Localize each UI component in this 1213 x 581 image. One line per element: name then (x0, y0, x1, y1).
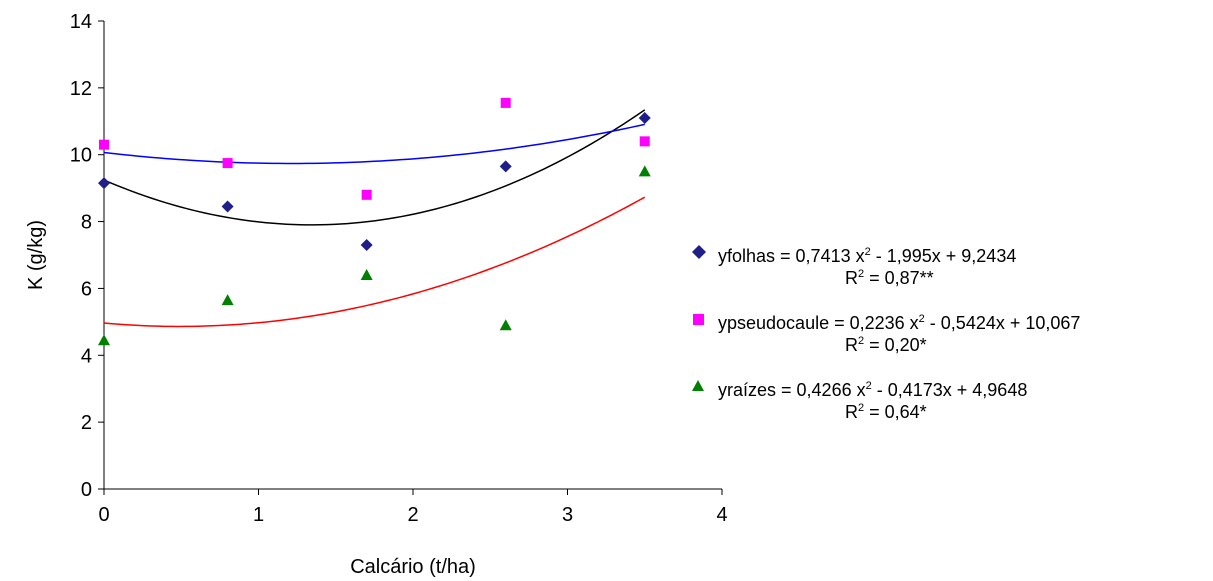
point-raizes (360, 269, 373, 281)
legend-entry-folhas: yfolhas = 0,7413 x2 - 1,995x + 9,2434 R2… (690, 244, 1210, 289)
legend-r2-folhas: R2 = 0,87** (845, 268, 934, 288)
point-pseudocaule (639, 136, 650, 147)
legend-r2-pseudocaule: R2 = 0,20* (845, 335, 927, 355)
point-folhas (360, 238, 373, 251)
point-folhas (98, 177, 110, 190)
y-tick-label: 4 (81, 345, 92, 367)
x-axis-title: Calcário (t/ha) (350, 556, 476, 578)
legend-equation-folhas: yfolhas = 0,7413 x2 - 1,995x + 9,2434 (718, 246, 1017, 266)
y-tick-label: 8 (81, 212, 92, 234)
trend-lines (103, 109, 646, 328)
point-pseudocaule (361, 189, 372, 200)
y-axis-title: K (g/kg) (25, 220, 47, 290)
y-tick-label: 6 (81, 278, 92, 300)
data-points (98, 97, 651, 346)
point-raizes (98, 334, 110, 346)
y-tick-label: 14 (70, 11, 92, 33)
triangle-marker-icon (690, 378, 712, 396)
trend-line-raizes (103, 196, 646, 328)
trend-line-pseudocaule (103, 123, 645, 165)
point-pseudocaule (99, 139, 109, 150)
legend-equation-pseudocaule: ypseudocaule = 0,2236 x2 - 0,5424x + 10,… (718, 313, 1081, 333)
point-pseudocaule (222, 158, 233, 169)
diamond-marker-icon (690, 244, 712, 262)
x-tick-label: 0 (98, 504, 109, 526)
y-tick-label: 0 (81, 479, 92, 501)
x-tick-label: 2 (407, 504, 418, 526)
y-tick-label: 10 (70, 145, 92, 167)
x-tick-label: 1 (253, 504, 264, 526)
legend-r2-raizes: R2 = 0,64* (845, 402, 927, 422)
point-pseudocaule (500, 97, 511, 108)
point-folhas (499, 160, 512, 173)
point-raizes (499, 319, 512, 331)
legend-entry-raizes: yraízes = 0,4266 x2 - 0,4173x + 4,9648 R… (690, 378, 1210, 423)
legend: yfolhas = 0,7413 x2 - 1,995x + 9,2434 R2… (690, 244, 1210, 437)
legend-equation-raizes: yraízes = 0,4266 x2 - 0,4173x + 4,9648 (718, 380, 1028, 400)
legend-entry-pseudocaule: ypseudocaule = 0,2236 x2 - 0,5424x + 10,… (690, 311, 1210, 356)
y-tick-label: 12 (70, 78, 92, 100)
point-folhas (638, 111, 651, 124)
x-tick-label: 4 (716, 504, 727, 526)
point-raizes (638, 165, 651, 177)
point-raizes (221, 294, 234, 306)
trend-line-folhas (103, 109, 646, 226)
square-marker-icon (690, 311, 712, 329)
y-tick-label: 2 (81, 412, 92, 434)
point-folhas (221, 200, 234, 213)
x-tick-label: 3 (562, 504, 573, 526)
